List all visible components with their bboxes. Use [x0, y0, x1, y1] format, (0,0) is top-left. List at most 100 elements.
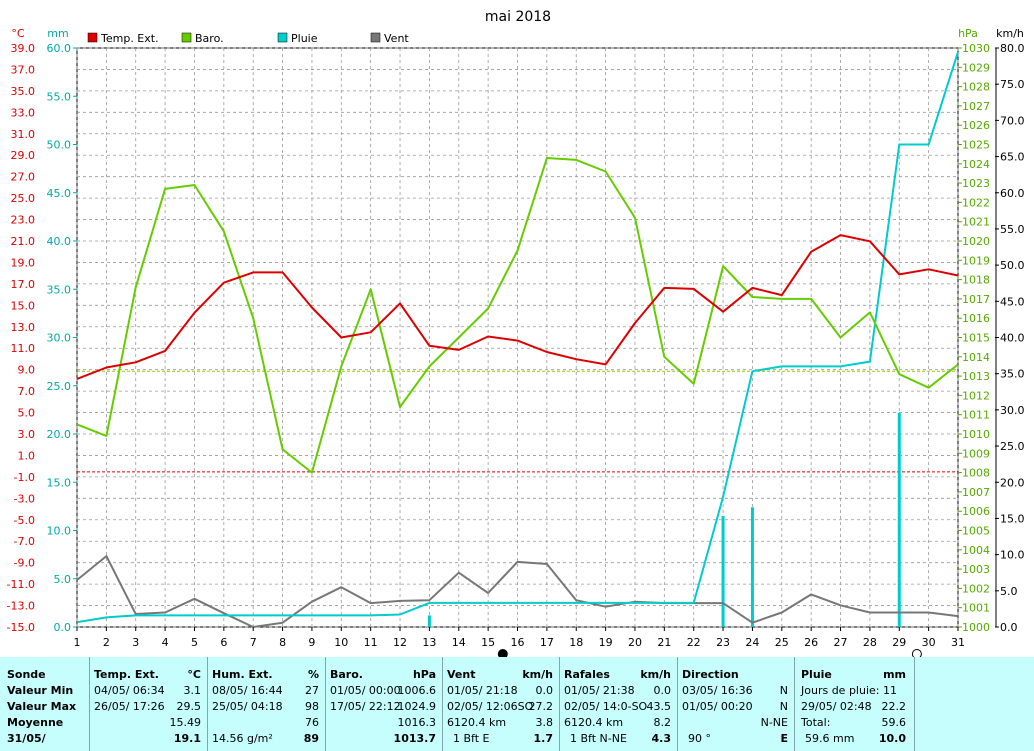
temp-tick-label: 37.0 — [11, 63, 36, 76]
legend-swatch — [181, 32, 192, 43]
x-tick-label: 19 — [599, 636, 613, 649]
axes: 39.0 37.0 35.0 33.0 31.0 29.0 27.0 25.0 23.0 21.0… — [7, 42, 1025, 634]
row-labels-column: Sonde Valeur Min Valeur Max Moyenne 31/0… — [0, 657, 90, 751]
wind-tick-label: 55.0 — [1000, 223, 1025, 236]
wind-min-when: 01/05/ 21:18 — [447, 684, 518, 697]
rain-axis-unit: mm — [47, 27, 68, 40]
x-tick-label: 28 — [863, 636, 877, 649]
direction-min-when: 03/05/ 16:36 — [682, 684, 753, 697]
series-line-baro — [76, 157, 959, 474]
baro-avg: 1016.3 — [397, 716, 437, 729]
rain-tick-label: 35.0 — [47, 283, 72, 296]
baro-tick-label: 1001 — [962, 602, 990, 615]
wind-avg: 3.8 — [535, 716, 554, 729]
gust-max: 43.5 — [646, 700, 672, 713]
baro-tick-label: 1022 — [962, 196, 990, 209]
baro-tick-label: 1029 — [962, 61, 990, 74]
x-tick-label: 8 — [279, 636, 286, 649]
baro-tick-label: 1024 — [962, 158, 990, 171]
x-tick-label: 20 — [628, 636, 642, 649]
baro-tick-label: 1012 — [962, 389, 990, 402]
row-label-current: 31/05/ — [7, 732, 46, 745]
x-tick-label: 29 — [892, 636, 906, 649]
temp-current: 19.1 — [173, 732, 201, 745]
rain-tick-label: 45.0 — [47, 187, 72, 200]
wind-tick-label: 65.0 — [1000, 151, 1025, 164]
x-tick-label: 11 — [364, 636, 378, 649]
temp-tick-label: -3.0 — [14, 492, 35, 505]
baro-tick-label: 1008 — [962, 467, 990, 480]
baro-tick-label: 1020 — [962, 235, 990, 248]
x-tick-label: 1 — [74, 636, 81, 649]
gust-current-extra: 1 Bft N-NE — [570, 732, 627, 745]
hum-column: Hum. Ext. % 08/05/ 16:44 27 25/05/ 04:18… — [208, 657, 326, 751]
x-tick-label: 12 — [393, 636, 407, 649]
hum-avg: 76 — [305, 716, 319, 729]
temp-min: 3.1 — [183, 684, 202, 697]
baro-tick-label: 1014 — [962, 351, 990, 364]
gust-max-when: 02/05/ 14:0-SO — [564, 700, 648, 713]
x-tick-label: 7 — [250, 636, 257, 649]
hum-title: Hum. Ext. — [212, 668, 273, 681]
rain-total: 59.6 — [881, 716, 907, 729]
moon-full-icon — [911, 649, 922, 657]
baro-tick-label: 1005 — [962, 525, 990, 538]
series-line-wind — [76, 555, 959, 628]
wind-axis-unit: km/h — [996, 27, 1024, 40]
x-tick-label: 25 — [775, 636, 789, 649]
rain-tick-label: 25.0 — [47, 380, 72, 393]
direction-current-extra: 90 ° — [688, 732, 711, 745]
baro-tick-label: 1015 — [962, 332, 990, 345]
summary-panel: Sonde Valeur Min Valeur Max Moyenne 31/0… — [0, 657, 1034, 751]
legend-label: Pluie — [291, 32, 318, 45]
x-tick-label: 23 — [716, 636, 730, 649]
rain-tick-label: 5.0 — [54, 573, 72, 586]
x-tick-label: 6 — [220, 636, 227, 649]
wind-tick-label: 15.0 — [1000, 512, 1025, 525]
rain-tick-label: 55.0 — [47, 90, 72, 103]
wind-tick-label: 80.0 — [1000, 42, 1025, 55]
baro-tick-label: 1018 — [962, 274, 990, 287]
rain-max-when: 29/05/ 02:48 — [801, 700, 872, 713]
temp-tick-label: -13.0 — [7, 600, 35, 613]
rain-unit: mm — [883, 668, 906, 681]
wind-current: 1.7 — [533, 732, 554, 745]
wind-title: Vent — [447, 668, 476, 681]
temp-tick-label: 7.0 — [18, 385, 36, 398]
direction-column: Direction 03/05/ 16:36 N 01/05/ 00:20 N … — [678, 657, 795, 751]
rain-tick-label: 60.0 — [47, 42, 72, 55]
baro-tick-label: 1027 — [962, 100, 990, 113]
wind-tick-label: 35.0 — [1000, 368, 1025, 381]
baro-max: 1024.9 — [397, 700, 437, 713]
temp-tick-label: 9.0 — [18, 364, 36, 377]
gust-avg-extra: 6120.4 km — [564, 716, 624, 729]
hum-min-when: 08/05/ 16:44 — [212, 684, 283, 697]
weather-chart: mai 2018 °C mm hPa km/h Temp. Ext. Baro. P… — [7, 9, 1025, 657]
baro-tick-label: 1023 — [962, 177, 990, 190]
wind-tick-label: 25.0 — [1000, 440, 1025, 453]
temp-unit: °C — [187, 668, 201, 681]
temp-tick-label: 5.0 — [18, 407, 36, 420]
baro-column: Baro. hPa 01/05/ 00:00 1006.6 17/05/ 22:… — [326, 657, 443, 751]
temp-tick-label: 21.0 — [11, 235, 36, 248]
rain-tick-label: 40.0 — [47, 235, 72, 248]
legend-swatch — [277, 32, 288, 43]
gust-min-when: 01/05/ 21:38 — [564, 684, 635, 697]
baro-tick-label: 1026 — [962, 119, 990, 132]
temp-tick-label: 27.0 — [11, 171, 36, 184]
wind-tick-label: 45.0 — [1000, 295, 1025, 308]
row-label-max: Valeur Max — [7, 700, 77, 713]
x-tick-label: 15 — [481, 636, 495, 649]
temp-column: Temp. Ext. °C 04/05/ 06:34 3.1 26/05/ 17… — [90, 657, 208, 751]
temp-tick-label: 11.0 — [11, 342, 36, 355]
temp-tick-label: -5.0 — [14, 514, 35, 527]
temp-min-when: 04/05/ 06:34 — [94, 684, 165, 697]
rain-days: Jours de pluie: 11 — [801, 684, 897, 697]
direction-max: N — [779, 700, 788, 713]
x-tick-label: 2 — [103, 636, 110, 649]
wind-tick-label: 75.0 — [1000, 78, 1025, 91]
rain-column: Pluie mm Jours de pluie: 11 29/05/ 02:48… — [795, 657, 915, 751]
rain-tick-label: 15.0 — [47, 476, 72, 489]
temp-title: Temp. Ext. — [94, 668, 159, 681]
x-tick-label: 14 — [452, 636, 466, 649]
